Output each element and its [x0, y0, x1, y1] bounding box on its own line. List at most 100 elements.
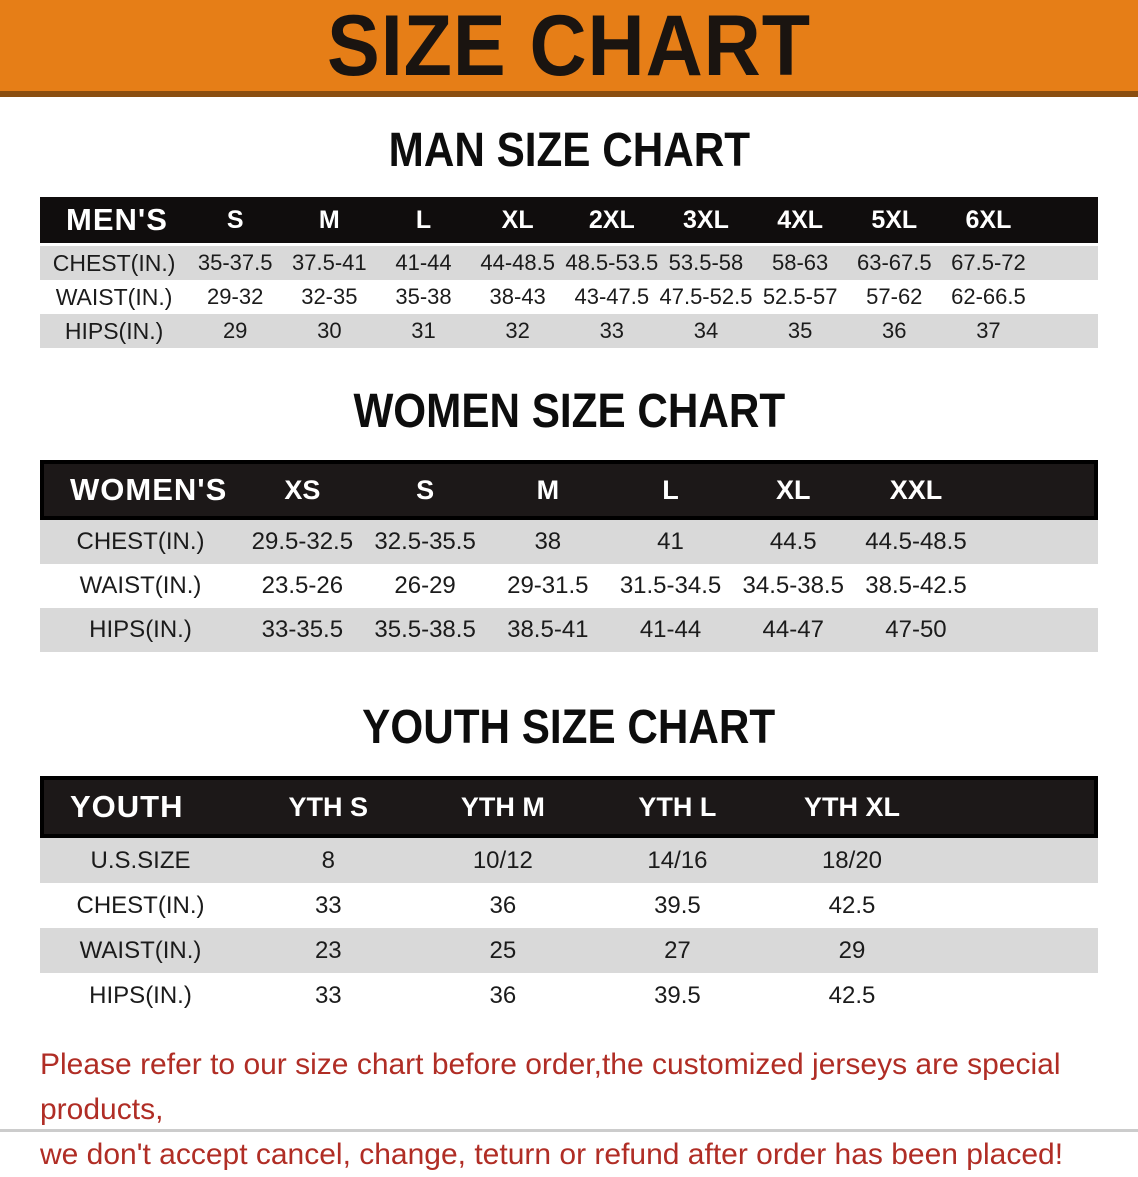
measurement-value: 37: [941, 314, 1036, 348]
page-title: SIZE CHART: [327, 0, 811, 94]
size-column-header: YTH S: [241, 776, 416, 838]
size-column-header: YTH L: [590, 776, 765, 838]
measurement-value: 63-67.5: [847, 246, 942, 280]
measurement-value: 35.5-38.5: [363, 608, 487, 652]
size-column-header: L: [376, 197, 471, 246]
measurement-value: 8: [241, 838, 416, 883]
measurement-value: 29.5-32.5: [241, 520, 364, 564]
measurement-value: 35-37.5: [188, 246, 283, 280]
size-column-header: 4XL: [753, 197, 848, 246]
measurement-value: 39.5: [590, 883, 765, 928]
measurement-value: 47-50: [854, 608, 978, 652]
disclaimer-line-1: Please refer to our size chart before or…: [40, 1048, 1061, 1126]
measurement-value: 44.5-48.5: [854, 520, 978, 564]
table-header-row: WOMEN'S XS S M L XL XXL: [40, 460, 1098, 520]
banner: SIZE CHART: [0, 0, 1138, 97]
measurement-value: 33-35.5: [241, 608, 364, 652]
section-heading-youth: YOUTH SIZE CHART: [0, 704, 1138, 752]
measurement-value: 23.5-26: [241, 564, 364, 608]
size-column-header: XXL: [854, 460, 978, 520]
measurement-value: 44-47: [731, 608, 855, 652]
measurement-value: 18/20: [764, 838, 940, 883]
size-column-header: XS: [241, 460, 364, 520]
spacer-cell: [939, 973, 1098, 1018]
measurement-value: 36: [847, 314, 942, 348]
spacer-cell: [939, 838, 1098, 883]
measurement-value: 38.5-42.5: [854, 564, 978, 608]
measurement-value: 44.5: [731, 520, 855, 564]
spacer-cell: [1035, 197, 1098, 246]
measurement-row: WAIST(IN.) 29-32 32-35 35-38 38-43 43-47.5 47.…: [40, 280, 1098, 314]
spacer-cell: [1035, 246, 1098, 280]
measurement-row: WAIST(IN.) 23 25 27 29: [40, 928, 1098, 973]
size-column-header: 5XL: [847, 197, 942, 246]
table-header-row: YOUTH YTH S YTH M YTH L YTH XL: [40, 776, 1098, 838]
spacer-cell: [1035, 314, 1098, 348]
measurement-value: 30: [282, 314, 377, 348]
measurement-value: 25: [415, 928, 591, 973]
size-column-header: S: [188, 197, 283, 246]
measurement-value: 10/12: [415, 838, 591, 883]
measurement-value: 37.5-41: [282, 246, 377, 280]
size-section-women: WOMEN SIZE CHART WOMEN'S XS S M L XL XXL CHEST(I…: [0, 388, 1138, 652]
measurement-value: 32-35: [282, 280, 377, 314]
measurement-value: 35: [753, 314, 848, 348]
row-label: HIPS(IN.): [40, 314, 189, 348]
table-title-cell: MEN'S: [40, 197, 189, 246]
size-column-header: 2XL: [564, 197, 659, 246]
measurement-value: 29: [188, 314, 283, 348]
row-label: CHEST(IN.): [40, 246, 189, 280]
size-column-header: XL: [470, 197, 565, 246]
disclaimer: Please refer to our size chart before or…: [40, 1042, 1138, 1177]
size-column-header: M: [486, 460, 610, 520]
measurement-value: 33: [241, 973, 416, 1018]
women-size-table: WOMEN'S XS S M L XL XXL CHEST(IN.) 29.5-32.5 32.5…: [40, 460, 1098, 652]
measurement-value: 67.5-72: [941, 246, 1036, 280]
measurement-value: 44-48.5: [470, 246, 565, 280]
measurement-row: HIPS(IN.) 33 36 39.5 42.5: [40, 973, 1098, 1018]
measurement-value: 29: [764, 928, 940, 973]
row-label: HIPS(IN.): [40, 608, 242, 652]
measurement-value: 34.5-38.5: [731, 564, 855, 608]
measurement-value: 41: [609, 520, 732, 564]
measurement-row: HIPS(IN.) 29 30 31 32 33 34 35 36 37: [40, 314, 1098, 348]
measurement-value: 62-66.5: [941, 280, 1036, 314]
spacer-cell: [939, 883, 1098, 928]
men-size-table: MEN'S S M L XL 2XL 3XL 4XL 5XL 6XL CHEST(IN.) 35-37…: [40, 197, 1098, 348]
measurement-value: 38: [486, 520, 610, 564]
spacer-cell: [939, 928, 1098, 973]
measurement-value: 31: [376, 314, 471, 348]
measurement-value: 38.5-41: [486, 608, 610, 652]
measurement-row: U.S.SIZE 8 10/12 14/16 18/20: [40, 838, 1098, 883]
measurement-row: CHEST(IN.) 33 36 39.5 42.5: [40, 883, 1098, 928]
size-column-header: M: [282, 197, 377, 246]
measurement-value: 39.5: [590, 973, 765, 1018]
section-heading-men: MAN SIZE CHART: [0, 127, 1138, 175]
section-heading-text: WOMEN SIZE CHART: [353, 385, 785, 438]
size-column-header: 3XL: [658, 197, 754, 246]
measurement-value: 36: [415, 883, 591, 928]
measurement-value: 42.5: [764, 973, 940, 1018]
measurement-value: 58-63: [753, 246, 848, 280]
measurement-value: 32.5-35.5: [363, 520, 487, 564]
section-heading-women: WOMEN SIZE CHART: [0, 388, 1138, 436]
measurement-value: 32: [470, 314, 565, 348]
measurement-value: 38-43: [470, 280, 565, 314]
measurement-value: 29-32: [188, 280, 283, 314]
spacer-cell: [977, 520, 1098, 564]
table-title-cell: YOUTH: [40, 776, 242, 838]
size-column-header: S: [363, 460, 487, 520]
section-heading-text: YOUTH SIZE CHART: [362, 701, 776, 754]
size-column-header: YTH XL: [764, 776, 940, 838]
size-column-header: L: [609, 460, 732, 520]
measurement-value: 41-44: [376, 246, 471, 280]
bottom-divider: [0, 1129, 1138, 1132]
measurement-value: 23: [241, 928, 416, 973]
spacer-cell: [939, 776, 1098, 838]
size-chart-sections: MAN SIZE CHART MEN'S S M L XL 2XL 3XL 4XL 5XL 6XL C…: [0, 127, 1138, 1018]
measurement-value: 53.5-58: [658, 246, 754, 280]
measurement-row: HIPS(IN.) 33-35.5 35.5-38.5 38.5-41 41-44 44-…: [40, 608, 1098, 652]
measurement-value: 47.5-52.5: [658, 280, 754, 314]
spacer-cell: [977, 460, 1098, 520]
spacer-cell: [1035, 280, 1098, 314]
